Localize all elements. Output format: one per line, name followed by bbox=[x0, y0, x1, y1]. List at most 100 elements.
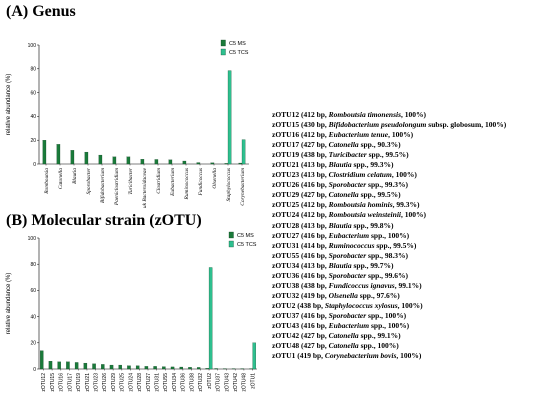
y-tick-label: 80 bbox=[30, 67, 36, 73]
zotu-label: zOTU43 (416 bp, bbox=[272, 320, 329, 330]
zotu-label: zOTU25 (412 bp, bbox=[272, 200, 329, 210]
zotu-label: zOTU16 (412 bp, bbox=[272, 130, 329, 140]
zotu-legend-item: zOTU23 (413 bp, Clostridium celatum, 100… bbox=[272, 170, 548, 180]
x-tick-label: zOTU16 bbox=[59, 373, 65, 392]
zotu-legend-item: zOTU21 (413 bp, Blautia spp., 99.3%) bbox=[272, 160, 548, 170]
bar-zotu-c5-ms bbox=[109, 364, 114, 370]
zotu-legend-item: zOTU43 (416 bp, Eubacterium spp., 100%) bbox=[272, 321, 548, 331]
zotu-label: zOTU38 (438 bp, bbox=[272, 280, 329, 290]
zotu-legend-item: zOTU26 (416 bp, Sporobacter spp., 99.3%) bbox=[272, 180, 548, 190]
zotu-identity: , 100%) bbox=[396, 351, 422, 361]
zotu-label: zOTU36 (416 bp, bbox=[272, 270, 329, 280]
zotu-identity: spp., 100%) bbox=[366, 310, 407, 320]
y-tick-label: 40 bbox=[30, 114, 36, 120]
legend-label: C5 MS bbox=[237, 233, 254, 239]
zotu-identity: , 100%) bbox=[391, 170, 417, 180]
legend-label: C5 TCS bbox=[229, 50, 249, 56]
y-tick-label: 20 bbox=[30, 341, 36, 347]
x-tick-label: Blautia bbox=[72, 168, 78, 184]
legend-swatch bbox=[220, 39, 226, 47]
zotu-legend-item: zOTU15 (430 bp, Bifidobacterium pseudolo… bbox=[272, 120, 548, 130]
x-tick-label: Paeniclostridium bbox=[114, 168, 120, 206]
bar-zotu-c5-ms bbox=[214, 368, 218, 370]
zotu-species: Sporobacter bbox=[328, 250, 367, 260]
zotu-label: zOTU21 (413 bp, bbox=[272, 160, 329, 170]
zotu-label: zOTU17 (427 bp, bbox=[272, 140, 329, 150]
bar-zotu-c5-ms bbox=[66, 361, 70, 370]
bar-zotu-c5-ms bbox=[205, 368, 210, 370]
bar-zotu-c5-ms bbox=[179, 366, 184, 370]
x-tick-label: Romboutsia bbox=[44, 168, 50, 195]
zotu-species: Catonella bbox=[328, 341, 359, 351]
y-tick-label: 60 bbox=[30, 90, 36, 96]
zotu-label: zOTU1 (419 bp, bbox=[272, 351, 325, 361]
x-tick-label: Ruminococcus bbox=[184, 168, 190, 200]
y-axis-title: relative abundance (%) bbox=[6, 273, 12, 335]
x-tick-label: Eubacterium bbox=[170, 168, 176, 197]
zotu-species: Corynebacterium bovis bbox=[324, 351, 397, 361]
x-tick-label: zOTU27 bbox=[146, 373, 152, 392]
x-tick-label: zOTU55 bbox=[163, 373, 169, 392]
bar-zotu-c5-ms bbox=[188, 367, 192, 370]
y-tick-label: 80 bbox=[30, 262, 36, 268]
zotu-legend-item: zOTU38 (438 bp, Fundicoccus ignavus, 99.… bbox=[272, 281, 548, 291]
zotu-identity: spp., 97.6%) bbox=[357, 290, 400, 300]
x-tick-label: zOTU28 bbox=[137, 373, 143, 392]
zotu-label: zOTU31 (414 bp, bbox=[272, 240, 329, 250]
x-tick-label: zOTU32 bbox=[198, 373, 204, 392]
zotu-species: Turicibacter bbox=[328, 150, 367, 160]
zotu-legend-item: zOTU1 (419 bp, Corynebacterium bovis, 10… bbox=[272, 351, 548, 361]
x-tick-label: zOTU38 bbox=[189, 373, 195, 392]
bar-genus-c5-ms bbox=[112, 156, 117, 165]
x-tick-label: Fundicoccus bbox=[198, 168, 204, 197]
x-tick-label: Corynebacterium bbox=[240, 168, 246, 206]
zotu-identity: spp., 100%) bbox=[369, 320, 410, 330]
chart-genus: 0 20 40 60 80 100 relative abundance (%) Rombou… bbox=[6, 39, 249, 208]
legend-label: C5 TCS bbox=[237, 242, 257, 248]
zotu-species: Sporobacter bbox=[328, 270, 367, 280]
y-tick-label: 40 bbox=[30, 314, 36, 320]
bar-zotu-c5-ms bbox=[118, 364, 122, 370]
zotu-identity: , 99.1%) bbox=[394, 280, 422, 290]
legend-swatch bbox=[220, 48, 226, 56]
zotu-species: Romboutsia weinsteinii bbox=[328, 210, 401, 220]
zotu-species: Eubacterium tenue bbox=[328, 130, 389, 140]
x-tick-label: Sporobacter bbox=[86, 167, 92, 194]
zotu-legend-item: zOTU12 (412 bp, Romboutsia timonensis, 1… bbox=[272, 110, 548, 120]
bar-zotu-c5-ms bbox=[48, 361, 53, 370]
zotu-label: zOTU24 (412 bp, bbox=[272, 210, 329, 220]
x-tick-label: Turicibacter bbox=[128, 167, 134, 195]
zotu-identity: spp., 99.6%) bbox=[366, 270, 409, 280]
zotu-species: Blautia bbox=[328, 260, 352, 270]
bar-zotu-c5-ms bbox=[92, 363, 96, 370]
zotu-label: zOTU55 (416 bp, bbox=[272, 250, 329, 260]
zotu-identity: spp., 100%) bbox=[358, 341, 399, 351]
bar-genus-c5-ms bbox=[182, 160, 187, 165]
zotu-label: zOTU27 (416 bp, bbox=[272, 230, 329, 240]
zotu-legend-item: zOTU48 (427 bp, Catonella spp., 100%) bbox=[272, 341, 548, 351]
zotu-label: zOTU2 (438 bp, bbox=[272, 300, 325, 310]
bar-zotu-c5-ms bbox=[57, 361, 61, 370]
zotu-species: Staphylococcus xylosus bbox=[324, 300, 398, 310]
bar-genus-c5-ms bbox=[126, 156, 131, 165]
y-axis-title: relative abundance (%) bbox=[6, 74, 12, 136]
zotu-species: Clostridium celatum bbox=[328, 170, 392, 180]
zotu-legend-item: zOTU2 (438 bp, Staphylococcus xylosus, 1… bbox=[272, 301, 548, 311]
bar-zotu-c5-tcs bbox=[252, 342, 256, 370]
zotu-legend-item: zOTU36 (416 bp, Sporobacter spp., 99.6%) bbox=[272, 271, 548, 281]
x-tick-label: zOTU2 bbox=[207, 373, 213, 389]
x-tick-label: zOTU17 bbox=[67, 373, 73, 392]
x-tick-label: Catonella bbox=[58, 168, 64, 190]
zotu-species: Bifidobacterium pseudolongum bbox=[328, 120, 427, 130]
bar-genus-c5-ms bbox=[56, 144, 61, 165]
legend-swatch bbox=[228, 240, 234, 248]
x-tick-label: zOTU31 bbox=[155, 373, 161, 392]
zotu-species: Eubacterium bbox=[328, 230, 370, 240]
zotu-species: Olsenella bbox=[328, 290, 358, 300]
zotu-label: zOTU32 (419 bp, bbox=[272, 290, 329, 300]
zotu-species: Ruminococcus bbox=[328, 240, 375, 250]
zotu-label: zOTU37 (416 bp, bbox=[272, 310, 329, 320]
bar-zotu-c5-ms bbox=[153, 366, 157, 370]
bar-zotu-c5-ms bbox=[170, 366, 175, 370]
bar-genus-c5-ms bbox=[98, 154, 103, 165]
